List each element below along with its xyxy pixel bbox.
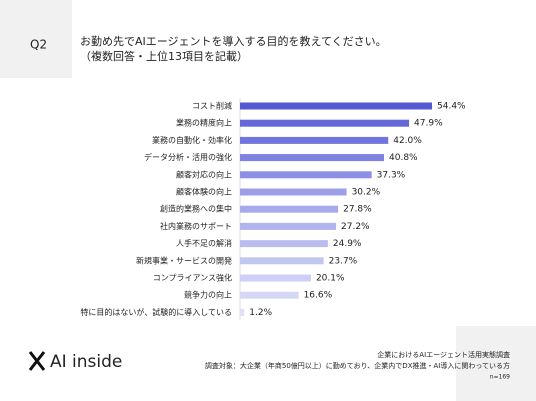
value-label: 23.7% bbox=[329, 256, 358, 266]
category-label: コンプライアンス強化 bbox=[153, 273, 232, 283]
footer-source: 企業におけるAIエージェント活用実態調査 bbox=[377, 350, 510, 359]
category-label: 人手不足の解消 bbox=[176, 238, 232, 248]
category-label: 業務の自動化・効率化 bbox=[152, 135, 232, 145]
value-label: 24.9% bbox=[333, 239, 362, 249]
bar bbox=[240, 171, 372, 179]
footer-sample: n=169 bbox=[490, 374, 510, 381]
category-label: データ分析・活用の強化 bbox=[144, 152, 232, 162]
bar bbox=[240, 308, 245, 316]
footer-target: 調査対象：大企業（年商50億円以上）に勤めており、企業内でDX推進・AI導入に関… bbox=[205, 361, 510, 370]
category-label: 新規事業・サービスの開発 bbox=[136, 255, 232, 265]
bar bbox=[240, 119, 410, 127]
value-label: 30.2% bbox=[352, 188, 381, 198]
bar bbox=[240, 291, 299, 299]
category-label: 顧客対応の向上 bbox=[176, 169, 232, 179]
value-label: 27.2% bbox=[341, 222, 370, 232]
chart-title: お勤め先でAIエージェントを導入する目的を教えてください。 bbox=[80, 34, 387, 48]
bar bbox=[240, 102, 432, 110]
value-label: 20.1% bbox=[316, 274, 345, 284]
bar bbox=[240, 188, 347, 196]
bar bbox=[240, 240, 328, 248]
category-label: 競争力の向上 bbox=[184, 290, 232, 300]
logo: AI inside bbox=[28, 351, 122, 372]
value-label: 37.3% bbox=[377, 170, 406, 180]
value-label: 42.0% bbox=[393, 136, 422, 146]
bar bbox=[240, 274, 311, 282]
value-label: 40.8% bbox=[389, 153, 418, 163]
question-label: Q2 bbox=[30, 38, 47, 52]
value-label: 54.4% bbox=[437, 102, 466, 112]
value-label: 16.6% bbox=[304, 291, 333, 301]
category-label: コスト削減 bbox=[192, 101, 232, 111]
bar bbox=[240, 154, 384, 162]
category-label: 特に目的はないが、試験的に導入している bbox=[80, 307, 232, 317]
value-label: 27.8% bbox=[343, 205, 372, 215]
corner-top bbox=[0, 0, 72, 78]
brand: AI inside bbox=[50, 352, 122, 372]
bar bbox=[240, 257, 324, 265]
category-label: 創造的業務への集中 bbox=[160, 204, 232, 214]
category-label: 業務の精度向上 bbox=[176, 118, 232, 128]
value-label: 1.2% bbox=[249, 308, 272, 318]
category-label: 顧客体験の向上 bbox=[176, 187, 232, 197]
corner-bottom bbox=[456, 326, 536, 401]
bar bbox=[240, 205, 339, 213]
logo-icon bbox=[28, 351, 46, 371]
value-label: 47.9% bbox=[414, 119, 443, 129]
bar bbox=[240, 136, 389, 144]
chart-subtitle: （複数回答・上位13項目を記載） bbox=[80, 49, 248, 63]
bar bbox=[240, 222, 336, 230]
category-label: 社内業務のサポート bbox=[160, 221, 232, 231]
